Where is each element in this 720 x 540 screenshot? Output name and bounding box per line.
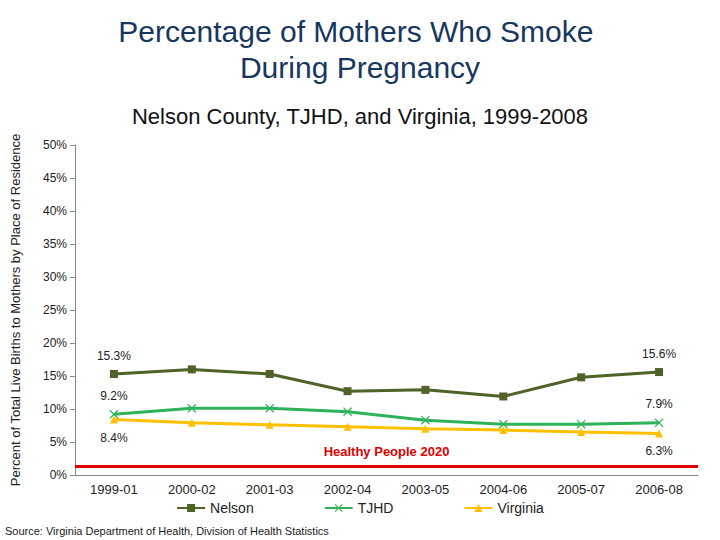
svg-text:2005-07: 2005-07 [557, 482, 605, 497]
svg-text:5%: 5% [50, 435, 68, 449]
svg-text:1999-01: 1999-01 [90, 482, 138, 497]
svg-text:9.2%: 9.2% [100, 389, 128, 403]
svg-text:Percent of Total Live Births t: Percent of Total Live Births to Mothers … [8, 134, 23, 486]
svg-text:TJHD: TJHD [358, 500, 394, 516]
svg-text:Nelson County, TJHD, and Virgi: Nelson County, TJHD, and Virginia, 1999-… [132, 104, 588, 129]
svg-text:Percentage of Mothers Who Smok: Percentage of Mothers Who Smoke [118, 15, 602, 48]
svg-text:35%: 35% [43, 237, 67, 251]
svg-text:10%: 10% [43, 402, 67, 416]
svg-text:Healthy People 2020: Healthy People 2020 [324, 444, 450, 459]
svg-text:Virginia: Virginia [497, 500, 544, 516]
svg-text:30%: 30% [43, 270, 67, 284]
svg-text:Source: Virginia Department of: Source: Virginia Department of Health, D… [5, 525, 329, 537]
svg-text:15.6%: 15.6% [642, 347, 676, 361]
svg-text:6.3%: 6.3% [645, 444, 673, 458]
svg-text:45%: 45% [43, 171, 67, 185]
svg-text:15%: 15% [43, 369, 67, 383]
svg-text:2004-06: 2004-06 [479, 482, 527, 497]
svg-text:2002-04: 2002-04 [324, 482, 372, 497]
svg-text:Nelson: Nelson [210, 500, 254, 516]
svg-text:7.9%: 7.9% [645, 397, 673, 411]
svg-text:20%: 20% [43, 336, 67, 350]
svg-text:2000-02: 2000-02 [168, 482, 216, 497]
svg-text:50%: 50% [43, 138, 67, 152]
svg-text:0%: 0% [50, 468, 68, 482]
svg-text:15.3%: 15.3% [97, 349, 131, 363]
svg-text:40%: 40% [43, 204, 67, 218]
svg-text:25%: 25% [43, 303, 67, 317]
svg-text:2006-08: 2006-08 [635, 482, 683, 497]
svg-text:2003-05: 2003-05 [402, 482, 450, 497]
svg-text:8.4%: 8.4% [100, 431, 128, 445]
svg-text:During Pregnancy: During Pregnancy [240, 51, 480, 84]
svg-text:2001-03: 2001-03 [246, 482, 294, 497]
